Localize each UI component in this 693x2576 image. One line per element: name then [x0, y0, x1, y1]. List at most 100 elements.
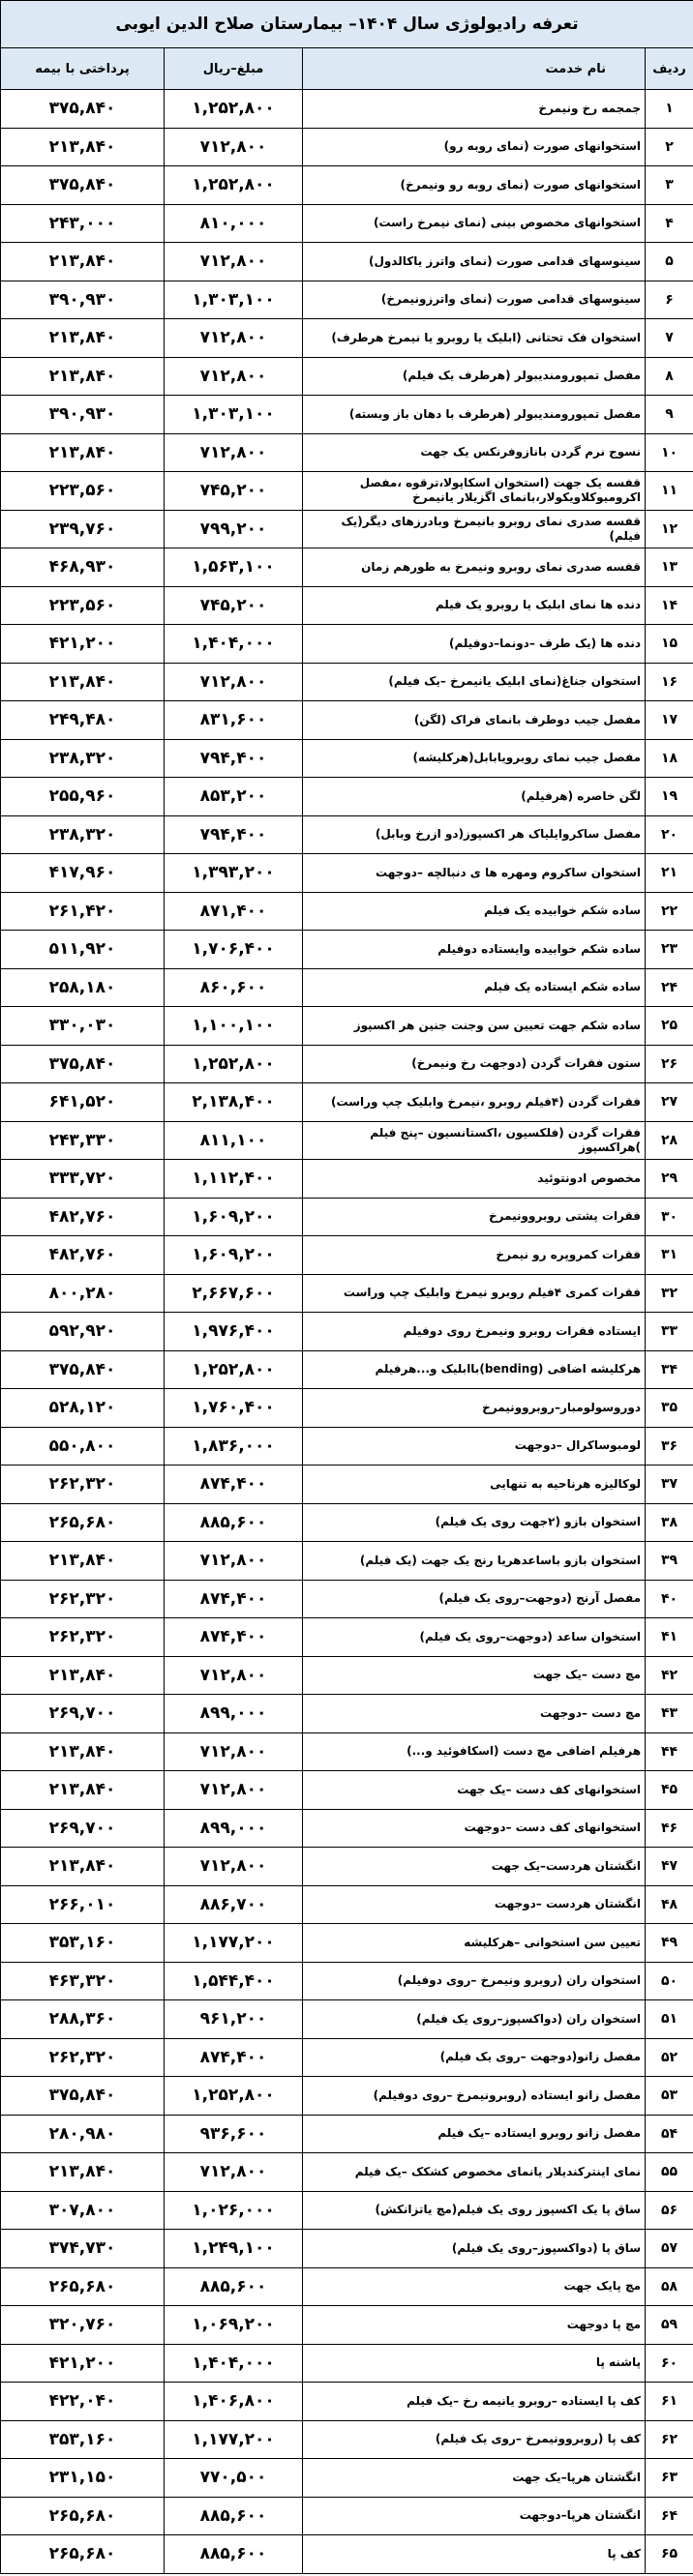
table-row: ۵ سینوسهای قدامی صورت (نمای واترز یاکالدو… — [0, 242, 693, 281]
cell-pay: ۵۵۰,۸۰۰ — [0, 1426, 166, 1466]
cell-price: ۷۱۲,۸۰۰ — [164, 356, 304, 396]
cell-pay: ۳۵۳,۱۶۰ — [0, 1923, 166, 1963]
cell-name: مفصل زانو روبرو ایستاده –یک فیلم — [302, 2114, 647, 2153]
cell-pay: ۲۲۳,۵۶۰ — [0, 471, 166, 511]
cell-pay: ۲۶۲,۳۲۰ — [0, 1465, 166, 1504]
cell-price: ۱,۰۲۶,۰۰۰ — [164, 2190, 304, 2230]
cell-num: ۶۱ — [645, 2382, 693, 2421]
cell-pay: ۲۱۳,۸۴۰ — [0, 242, 166, 281]
cell-num: ۴۶ — [645, 1808, 693, 1848]
cell-pay: ۲۱۳,۸۴۰ — [0, 1732, 166, 1771]
cell-price: ۸۷۴,۴۰۰ — [164, 1617, 304, 1657]
cell-num: ۲۵ — [645, 1006, 693, 1046]
cell-price: ۸۹۹,۰۰۰ — [164, 1808, 304, 1848]
table-row: ۱۴ دنده ها نمای ابلیک یا روبرو یک فیلم ۷۴۵… — [0, 585, 693, 625]
cell-pay: ۳۷۵,۸۴۰ — [0, 1044, 166, 1083]
cell-pay: ۲۱۳,۸۴۰ — [0, 1541, 166, 1581]
cell-num: ۲۰ — [645, 814, 693, 854]
cell-price: ۸۱۰,۰۰۰ — [164, 203, 304, 243]
cell-price: ۱,۰۶۹,۲۰۰ — [164, 2305, 304, 2345]
cell-price: ۷۱۲,۸۰۰ — [164, 1732, 304, 1771]
cell-price: ۷۱۲,۸۰۰ — [164, 1770, 304, 1810]
cell-price: ۷۴۵,۲۰۰ — [164, 585, 304, 625]
cell-num: ۶ — [645, 280, 693, 319]
cell-price: ۷۱۲,۸۰۰ — [164, 432, 304, 472]
cell-pay: ۲۱۳,۸۴۰ — [0, 127, 166, 166]
cell-name: کف پا ایستاده –روبرو یانیمه رخ –یک فیلم — [302, 2382, 647, 2421]
cell-name: سینوسهای قدامی صورت (نمای واترز یاکالدول… — [302, 242, 647, 281]
cell-num: ۱۷ — [645, 700, 693, 740]
table-row: ۱۹ لگن خاصره (هرفیلم) ۸۵۳,۲۰۰ ۲۵۵,۹۶۰ — [0, 777, 693, 816]
cell-num: ۵۱ — [645, 1999, 693, 2039]
cell-num: ۹ — [645, 395, 693, 434]
cell-price: ۱,۷۰۶,۴۰۰ — [164, 930, 304, 969]
column-header: نام خدمت — [302, 47, 647, 90]
cell-num: ۱۰ — [645, 432, 693, 472]
table-row: ۳۸ استخوان بازو (۲جهت روی یک فیلم) ۸۸۵,۶۰۰… — [0, 1502, 693, 1542]
table-body: ۱ جمجمه رخ ونیمرخ ۱,۲۵۲,۸۰۰ ۳۷۵,۸۴۰ ۲ استخوان… — [0, 89, 693, 2574]
cell-pay: ۳۳۰,۰۳۰ — [0, 1006, 166, 1046]
cell-pay: ۲۱۳,۸۴۰ — [0, 662, 166, 701]
cell-name: استخوانهای مخصوص بینی (نمای نیمرخ راست) — [302, 203, 647, 243]
cell-pay: ۵۹۲,۹۲۰ — [0, 1312, 166, 1351]
table-row: ۱ جمجمه رخ ونیمرخ ۱,۲۵۲,۸۰۰ ۳۷۵,۸۴۰ — [0, 89, 693, 129]
cell-num: ۴۷ — [645, 1847, 693, 1886]
cell-price: ۹۶۱,۲۰۰ — [164, 1999, 304, 2039]
cell-name: پاشنه پا — [302, 2343, 647, 2383]
cell-name: استخوان فک تحتانی (ابلیک یا روبرو یا نیم… — [302, 318, 647, 358]
cell-price: ۸۷۴,۴۰۰ — [164, 2037, 304, 2077]
cell-price: ۱,۵۴۴,۴۰۰ — [164, 1961, 304, 2000]
column-header: ردیف — [645, 47, 693, 90]
cell-num: ۵۰ — [645, 1961, 693, 2000]
cell-pay: ۵۱۱,۹۲۰ — [0, 930, 166, 969]
cell-pay: ۴۸۲,۷۶۰ — [0, 1197, 166, 1236]
cell-num: ۳۷ — [645, 1465, 693, 1504]
table-row: ۲۹ مخصوص ادونتوئید ۱,۱۱۲,۴۰۰ ۳۳۳,۷۲۰ — [0, 1159, 693, 1199]
table-row: ۱۰ نسوج نرم گردن بانازوفرنکس یک جهت ۷۱۲,۸۰… — [0, 432, 693, 472]
cell-num: ۱۳ — [645, 548, 693, 587]
cell-name: استخوان ساعد (دوجهت–روی یک فیلم) — [302, 1617, 647, 1657]
cell-name: لگن خاصره (هرفیلم) — [302, 777, 647, 816]
table-row: ۵۶ ساق پا یک اکسپوز روی یک فیلم(مچ یاتزان… — [0, 2190, 693, 2230]
cell-price: ۱,۲۵۲,۸۰۰ — [164, 165, 304, 205]
cell-name: قفسه صدری نمای روبرو بانیمرخ وبادرزهای د… — [302, 509, 647, 548]
cell-num: ۲۸ — [645, 1120, 693, 1160]
cell-num: ۱۴ — [645, 585, 693, 625]
cell-price: ۷۹۴,۴۰۰ — [164, 738, 304, 778]
table-row: ۲ استخوانهای صورت (نمای روبه رو) ۷۱۲,۸۰۰ ۲۱… — [0, 127, 693, 166]
table-row: ۳۱ فقرات کمروپره رو نیمرخ ۱,۶۰۹,۲۰۰ ۴۸۲,۷۶۰ — [0, 1235, 693, 1275]
cell-name: لوکالیزه هرناحیه به تنهایی — [302, 1465, 647, 1504]
cell-price: ۷۱۲,۸۰۰ — [164, 1541, 304, 1581]
cell-price: ۸۸۵,۶۰۰ — [164, 2534, 304, 2574]
cell-name: سینوسهای قدامی صورت (نمای واترزونیمرخ) — [302, 280, 647, 319]
cell-name: نمای اینترکندیلار یانمای مخصوص کشکک –یک … — [302, 2152, 647, 2192]
cell-price: ۸۹۹,۰۰۰ — [164, 1694, 304, 1733]
table-row: ۵۳ مفصل زانو ایستاده (روبرونیمرخ –روی دوف… — [0, 2076, 693, 2116]
cell-name: استخوان ران (روبرو ونیمرخ –روی دوفیلم) — [302, 1961, 647, 2000]
cell-name: فقرات گردن (۴فیلم روبرو ،نیمرخ وابلیک چپ… — [302, 1082, 647, 1122]
cell-name: ساده شکم خوابیده یک فیلم — [302, 891, 647, 931]
cell-price: ۷۴۵,۲۰۰ — [164, 471, 304, 511]
table-row: ۵۱ استخوان ران (دواکسپوز–روی یک فیلم) ۹۶۱,… — [0, 1999, 693, 2039]
cell-price: ۸۸۵,۶۰۰ — [164, 2266, 304, 2306]
cell-price: ۱,۳۹۳,۲۰۰ — [164, 853, 304, 893]
cell-pay: ۳۵۳,۱۶۰ — [0, 2419, 166, 2459]
cell-pay: ۲۶۲,۳۲۰ — [0, 1617, 166, 1657]
title-row: تعرفه رادیولوژی سال ۱۴۰۴– بیمارستان صلاح… — [0, 0, 693, 48]
cell-name: هرفیلم اضافی مچ دست (اسکافوئید و...) — [302, 1732, 647, 1771]
cell-num: ۲۳ — [645, 930, 693, 969]
cell-num: ۱۹ — [645, 777, 693, 816]
cell-name: فقرات گردن (فلکسیون ،اکستانسیون –پنج فیل… — [302, 1120, 647, 1160]
table-row: ۵۴ مفصل زانو روبرو ایستاده –یک فیلم ۹۳۶,۶۰… — [0, 2114, 693, 2153]
cell-price: ۲,۱۳۸,۴۰۰ — [164, 1082, 304, 1122]
cell-price: ۱,۲۵۲,۸۰۰ — [164, 89, 304, 129]
table-row: ۵۲ مفصل زانو(دوجهت –روی یک فیلم) ۸۷۴,۴۰۰ ۲۶… — [0, 2037, 693, 2077]
cell-pay: ۲۳۱,۱۵۰ — [0, 2458, 166, 2498]
cell-name: استخوان جناغ(نمای ابلیک یانیمرخ –یک فیلم… — [302, 662, 647, 701]
cell-pay: ۵۲۸,۱۲۰ — [0, 1388, 166, 1428]
table-row: ۶۱ کف پا ایستاده –روبرو یانیمه رخ –یک فیل… — [0, 2382, 693, 2421]
table-row: ۴۱ استخوان ساعد (دوجهت–روی یک فیلم) ۸۷۴,۴۰… — [0, 1617, 693, 1657]
table-row: ۴۲ مچ دست –یک جهت ۷۱۲,۸۰۰ ۲۱۳,۸۴۰ — [0, 1655, 693, 1695]
table-row: ۱۸ مفصل جیب نمای روبرویابابل(هرکلیشه) ۷۹۴,… — [0, 738, 693, 778]
